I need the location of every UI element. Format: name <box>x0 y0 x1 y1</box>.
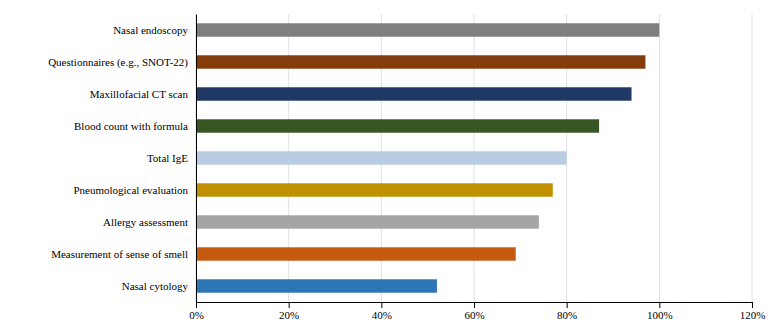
plot: 0% 20% 40% 60% 80% 100% 120% Nasal cytology Meas… <box>48 14 765 321</box>
y-tick-label: Questionnaires (e.g., SNOT-22) <box>48 56 188 69</box>
y-tick: Maxillofacial CT scan <box>90 88 189 100</box>
y-tick-label: Nasal cytology <box>122 280 189 292</box>
x-tick: 100% <box>647 302 673 321</box>
y-tick-label: Allergy assessment <box>103 216 188 228</box>
x-tick-mark <box>381 302 382 308</box>
x-tick-mark <box>752 302 753 308</box>
x-tick-label: 80% <box>557 309 577 321</box>
x-axis-line <box>197 303 753 309</box>
grid-line <box>752 14 753 302</box>
x-tick-mark <box>474 302 475 308</box>
y-tick-label: Maxillofacial CT scan <box>90 88 189 100</box>
y-tick-label: Pneumological evaluation <box>73 184 188 196</box>
y-tick: Questionnaires (e.g., SNOT-22) <box>48 56 188 69</box>
bar <box>196 23 659 36</box>
x-tick-label: 40% <box>372 309 392 321</box>
bar <box>196 183 553 196</box>
x-tick: 40% <box>372 302 392 321</box>
y-tick: Allergy assessment <box>103 216 188 228</box>
grid-line <box>196 14 197 302</box>
x-tick-mark <box>659 302 660 308</box>
bar <box>196 119 599 132</box>
y-axis: Nasal cytology Measurement of sense of sm… <box>48 15 196 303</box>
y-tick: Nasal cytology <box>122 280 189 292</box>
y-tick-label: Total IgE <box>147 152 188 164</box>
x-tick: 120% <box>740 302 766 321</box>
x-tick: 20% <box>279 302 299 321</box>
y-tick: Nasal endoscopy <box>113 24 188 36</box>
bar <box>196 55 645 68</box>
bar <box>196 87 632 100</box>
x-tick-mark <box>567 302 568 308</box>
x-tick-label: 100% <box>647 309 673 321</box>
y-tick-label: Nasal endoscopy <box>113 24 188 36</box>
bars <box>196 23 659 292</box>
bar <box>196 215 539 228</box>
bar <box>196 279 437 292</box>
x-tick: 60% <box>464 302 484 321</box>
x-axis: 0% 20% 40% 60% 80% 100% 120% <box>189 302 765 321</box>
x-tick-label: 120% <box>740 309 766 321</box>
chart: 0% 20% 40% 60% 80% 100% 120% Nasal cytology Meas… <box>0 0 780 334</box>
x-tick: 0% <box>189 302 204 321</box>
y-axis-line <box>196 15 197 303</box>
x-tick: 80% <box>557 302 577 321</box>
x-tick-label: 20% <box>279 309 299 321</box>
y-tick-label: Blood count with formula <box>74 120 188 132</box>
y-tick-label: Measurement of sense of smell <box>51 248 188 260</box>
x-tick-label: 0% <box>189 309 204 321</box>
y-tick: Blood count with formula <box>74 120 188 132</box>
bar <box>196 247 516 260</box>
y-tick: Pneumological evaluation <box>73 184 188 196</box>
y-tick: Measurement of sense of smell <box>51 248 188 260</box>
x-tick-mark <box>289 302 290 308</box>
grid <box>196 14 752 302</box>
x-tick-label: 60% <box>464 309 484 321</box>
y-tick: Total IgE <box>147 152 188 164</box>
x-tick-mark <box>196 302 197 308</box>
bar <box>196 151 567 164</box>
grid-line <box>659 14 660 302</box>
